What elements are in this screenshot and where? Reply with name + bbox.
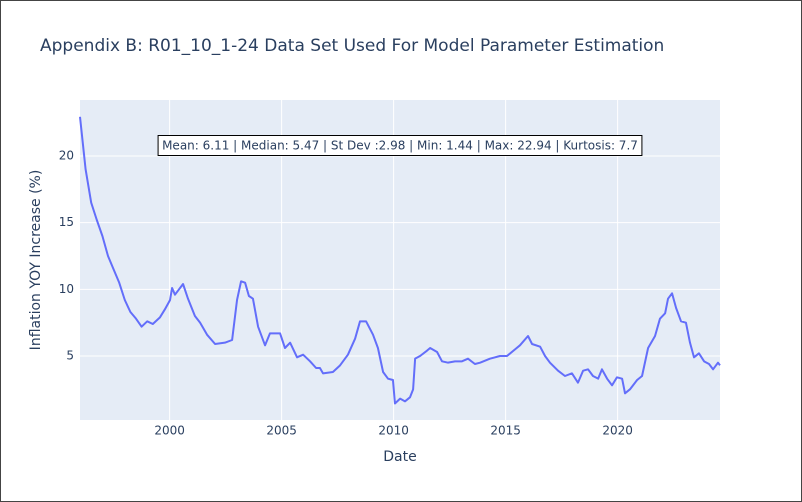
- annotation: Mean: 6.11 | Median: 5.47 | St Dev :2.98…: [162, 139, 638, 153]
- y-tick-label: 20: [59, 149, 74, 163]
- x-tick-label: 2005: [266, 424, 297, 438]
- y-axis-title: Inflation YOY Increase (%): [28, 170, 44, 351]
- x-tick-label: 2000: [154, 424, 185, 438]
- y-tick-label: 10: [59, 282, 74, 296]
- line-series: [79, 116, 721, 405]
- x-axis-title: Date: [383, 449, 416, 465]
- chart-title: Appendix B: R01_10_1-24 Data Set Used Fo…: [40, 36, 664, 56]
- marks: [79, 116, 721, 405]
- x-tick-label: 2010: [378, 424, 409, 438]
- x-tick-label: 2015: [490, 424, 521, 438]
- y-tick-label: 15: [59, 215, 74, 229]
- x-tick-label: 2020: [602, 424, 633, 438]
- y-tick-label: 5: [66, 349, 74, 363]
- annotation-box: [157, 135, 643, 156]
